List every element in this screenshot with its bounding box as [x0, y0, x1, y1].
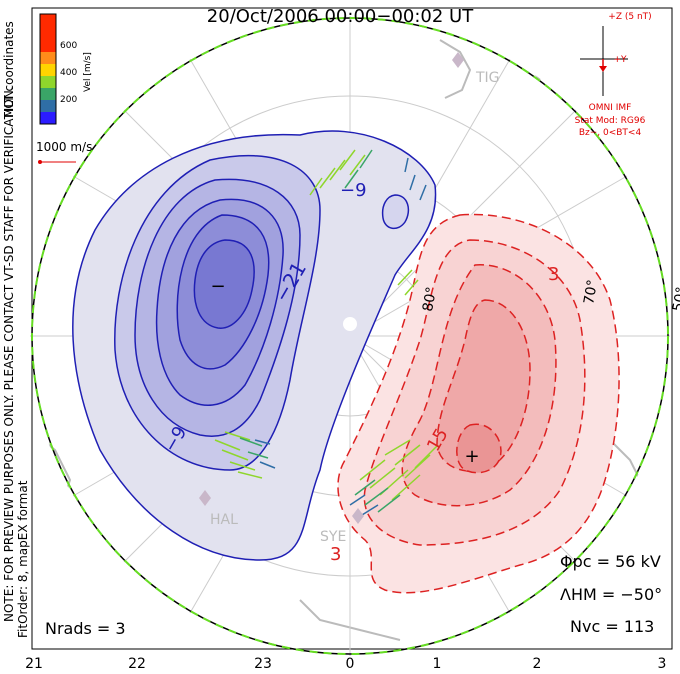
imf-dial [580, 26, 628, 96]
mlt-tick-3: 3 [657, 656, 667, 672]
station-markers [199, 52, 464, 524]
contour-label-neg-1: −9 [340, 180, 367, 201]
lat-label-70: 70° [581, 278, 601, 305]
imf-condition: Bz−, 0<BT<4 [578, 128, 642, 138]
station-label-hal: HAL [210, 512, 238, 528]
positive-cell [337, 213, 620, 594]
radar-count: Nrads = 3 [45, 619, 126, 638]
contour-label-pos-3: 3 [330, 544, 341, 565]
mlt-tick-21: 21 [25, 656, 43, 672]
vector-reference [38, 160, 76, 164]
imf-y-label: +Y [613, 55, 627, 65]
mlt-tick-23: 23 [254, 656, 272, 672]
lat-label-80: 80° [420, 286, 440, 313]
pole-marker [343, 317, 357, 331]
colorbar-tick-400: 400 [60, 68, 77, 78]
mlt-tick-22: 22 [128, 656, 146, 672]
imf-z-label: +Z (5 nT) [608, 12, 652, 22]
vector-reference-label: 1000 m/s [36, 140, 93, 154]
imf-source: OMNI IMF [588, 103, 632, 113]
hmb-boundary [31, 17, 669, 655]
colorbar-label: Vel [m/s] [83, 52, 93, 92]
station-label-sye: SYE [320, 529, 346, 545]
colorbar-tick-600: 600 [60, 41, 77, 51]
fit-order-note: FitOrder: 8, mapEX format [16, 480, 30, 638]
map-title: 20/Oct/2006 00:00−00:02 UT [206, 6, 474, 27]
mlt-tick-1: 1 [432, 656, 442, 672]
contour-label-pos-1: 3 [548, 264, 559, 285]
min-marker: − [210, 276, 225, 297]
colorbar: 600 400 200 Vel [m/s] [39, 13, 93, 125]
colorbar-tick-200: 200 [60, 95, 77, 105]
hmb-latitude: ΛHM = −50° [560, 585, 663, 604]
mlt-tick-2: 2 [532, 656, 542, 672]
cross-polar-potential: Φpc = 56 kV [560, 552, 661, 571]
max-marker: + [464, 446, 479, 467]
negative-cell [72, 130, 437, 561]
vector-count: Nvc = 113 [570, 617, 655, 636]
imf-model: Stat Mod: RG96 [574, 116, 646, 126]
preview-note: NOTE: FOR PREVIEW PURPOSES ONLY. PLEASE … [2, 86, 16, 622]
lat-label-50: 50° [670, 286, 680, 313]
station-label-tig: TIG [475, 70, 500, 86]
velocity-vectors [214, 149, 439, 516]
mlt-tick-0: 0 [345, 656, 355, 672]
